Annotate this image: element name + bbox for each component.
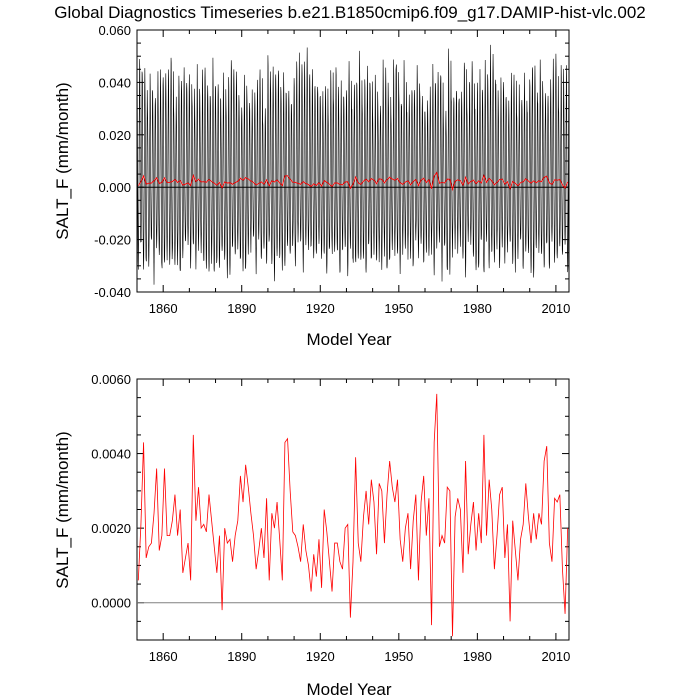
bottom-annual-series-line — [137, 393, 569, 637]
top-y-tick-label: 0.040 — [98, 75, 131, 90]
bottom-y-tick-label: 0.0040 — [91, 447, 131, 462]
bottom-x-tick-label: 1920 — [306, 649, 335, 664]
bottom-y-tick-label: 0.0060 — [91, 372, 131, 387]
top-y-tick-label: 0.000 — [98, 180, 131, 195]
top-axis-ticks: 1860 1890 1920 1950 1980 2010 -0.040 -0.020 0.00… — [94, 23, 570, 316]
bottom-x-tick-label: 2010 — [541, 649, 570, 664]
bottom-x-axis-title: Model Year — [306, 680, 391, 699]
top-x-tick-label: 1890 — [227, 301, 256, 316]
top-y-tick-label: -0.040 — [94, 285, 131, 300]
top-x-axis-title: Model Year — [306, 330, 391, 349]
bottom-x-tick-label: 1890 — [227, 649, 256, 664]
monthly-series-line — [136, 44, 570, 285]
top-y-tick-label: 0.060 — [98, 23, 131, 38]
top-annual-series-line — [137, 171, 569, 192]
bottom-x-tick-label: 1860 — [149, 649, 178, 664]
bottom-x-tick-label: 1950 — [384, 649, 413, 664]
bottom-axis-ticks: 1860 1890 1920 1950 1980 2010 0.0000 0.0020 0.00… — [91, 372, 570, 664]
top-y-axis-title: SALT_F (mm/month) — [53, 82, 72, 239]
top-y-tick-label: 0.020 — [98, 128, 131, 143]
bottom-plot-frame — [136, 378, 570, 641]
top-y-tick-label: -0.020 — [94, 233, 131, 248]
top-x-tick-label: 2010 — [541, 301, 570, 316]
top-x-tick-label: 1920 — [306, 301, 335, 316]
top-series-group — [136, 44, 570, 285]
chart-title: Global Diagnostics Timeseries b.e21.B185… — [54, 3, 646, 22]
bottom-x-tick-label: 1980 — [463, 649, 492, 664]
top-x-tick-label: 1950 — [384, 301, 413, 316]
top-x-tick-label: 1980 — [463, 301, 492, 316]
top-panel: 1860 1890 1920 1950 1980 2010 -0.040 -0.020 0.00… — [53, 23, 570, 349]
top-x-tick-label: 1860 — [149, 301, 178, 316]
bottom-y-axis-title: SALT_F (mm/month) — [53, 431, 72, 588]
bottom-series-group — [137, 393, 569, 637]
bottom-y-tick-label: 0.0000 — [91, 596, 131, 611]
bottom-y-tick-label: 0.0020 — [91, 521, 131, 536]
bottom-panel: 1860 1890 1920 1950 1980 2010 0.0000 0.0020 0.00… — [53, 372, 570, 699]
